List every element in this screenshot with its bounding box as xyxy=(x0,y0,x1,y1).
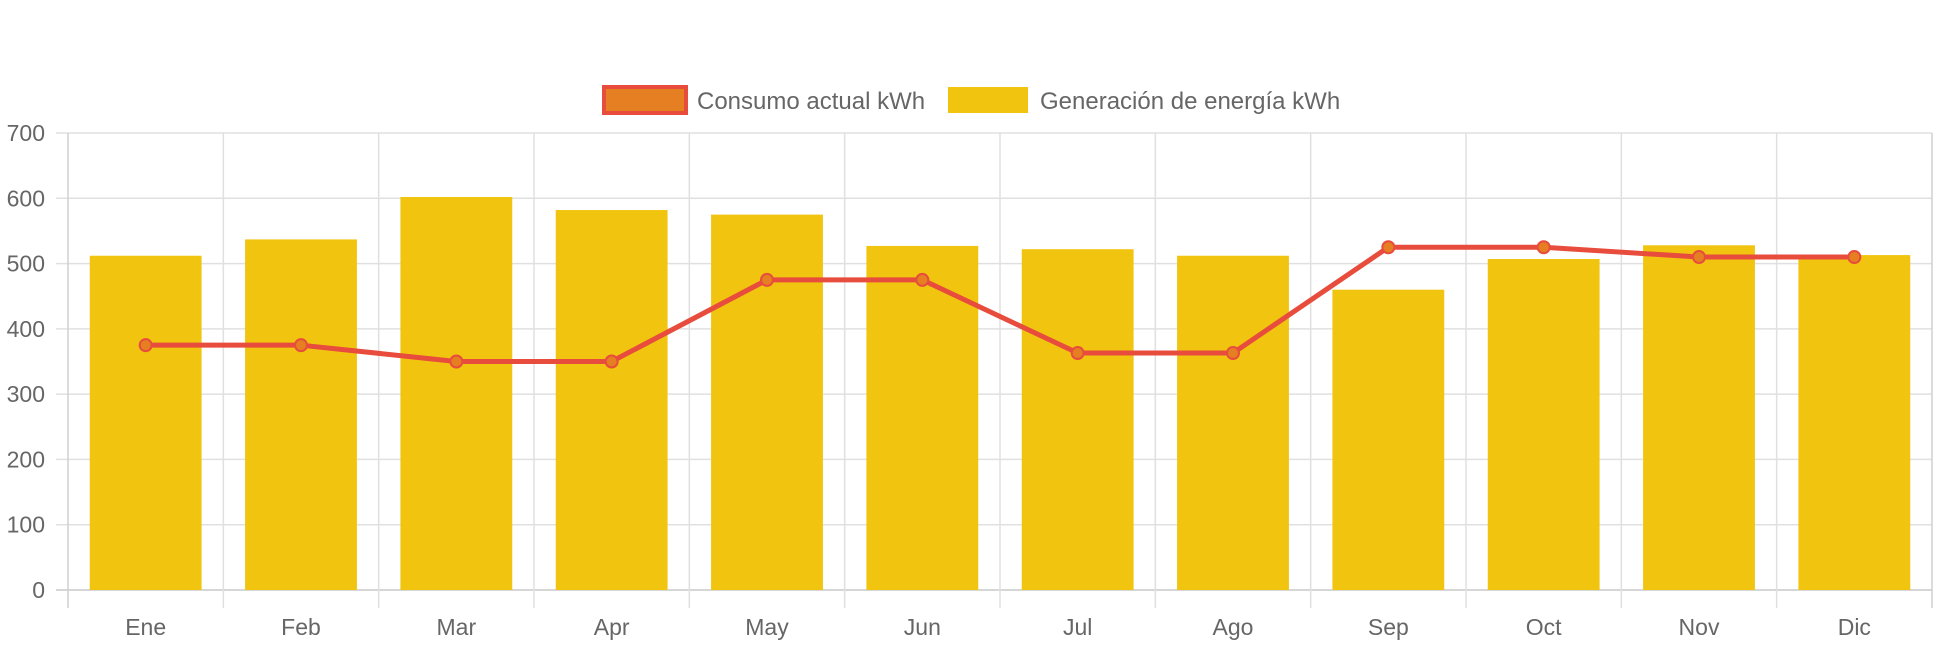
point-sep xyxy=(1381,240,1396,255)
x-tick-label: Apr xyxy=(594,614,630,640)
point-jun xyxy=(915,272,930,287)
point-ago xyxy=(1226,346,1240,361)
axes: 0 100 200 300 400 500 600 700 Ene Feb Mar Apr May Jun… xyxy=(7,120,1871,640)
point-may xyxy=(760,272,774,287)
bar-jul xyxy=(1021,249,1134,591)
bar-jun xyxy=(866,245,979,591)
point-jul xyxy=(1070,346,1085,361)
legend-label-generacion: Generación de energía kWh xyxy=(1040,88,1340,115)
point-oct xyxy=(1536,240,1551,255)
x-tick-label: Mar xyxy=(437,614,477,640)
x-tick-label: Ago xyxy=(1213,614,1254,640)
bar-apr xyxy=(555,210,668,590)
bar-ago xyxy=(1177,255,1289,591)
x-tick-label: Nov xyxy=(1679,614,1720,640)
y-tick-label: 100 xyxy=(7,512,45,538)
x-tick-label: Jun xyxy=(904,614,941,640)
x-tick-label: Oct xyxy=(1526,614,1562,640)
x-tick-label: Ene xyxy=(125,614,166,640)
legend-swatch-consumo xyxy=(602,85,688,115)
legend-swatch-generacion xyxy=(948,87,1028,113)
y-tick-label: 200 xyxy=(7,446,45,472)
bar-feb xyxy=(245,239,357,590)
y-tick-label: 600 xyxy=(7,185,45,211)
point-feb xyxy=(294,338,308,353)
bar-mar xyxy=(400,196,513,591)
point-apr xyxy=(604,354,619,369)
bar-may xyxy=(711,214,823,590)
y-tick-label: 300 xyxy=(7,381,45,407)
y-tick-label: 500 xyxy=(7,251,45,277)
bar-sep xyxy=(1332,289,1445,590)
line-series xyxy=(138,240,1862,369)
line-consumo xyxy=(145,244,1855,364)
point-ene xyxy=(138,338,153,353)
point-dic xyxy=(1847,250,1862,265)
x-tick-label: Dic xyxy=(1838,614,1871,640)
point-mar xyxy=(449,354,464,369)
x-tick-label: Feb xyxy=(281,614,321,640)
bar-series xyxy=(89,196,1911,591)
legend-label-consumo: Consumo actual kWh xyxy=(697,88,925,115)
legend[interactable]: Consumo actual kWh Generación de energía … xyxy=(602,85,1340,115)
bar-oct xyxy=(1487,259,1600,590)
point-nov xyxy=(1692,250,1706,265)
bar-dic xyxy=(1798,255,1911,590)
y-tick-label: 400 xyxy=(7,316,45,342)
bar-nov xyxy=(1643,245,1755,590)
y-tick-label: 0 xyxy=(32,577,45,603)
x-tick-label: Sep xyxy=(1368,614,1409,640)
grid xyxy=(56,132,1933,608)
bar-ene xyxy=(89,255,202,591)
x-tick-label: Jul xyxy=(1063,614,1092,640)
y-tick-label: 700 xyxy=(7,120,45,146)
x-tick-label: May xyxy=(745,614,789,640)
